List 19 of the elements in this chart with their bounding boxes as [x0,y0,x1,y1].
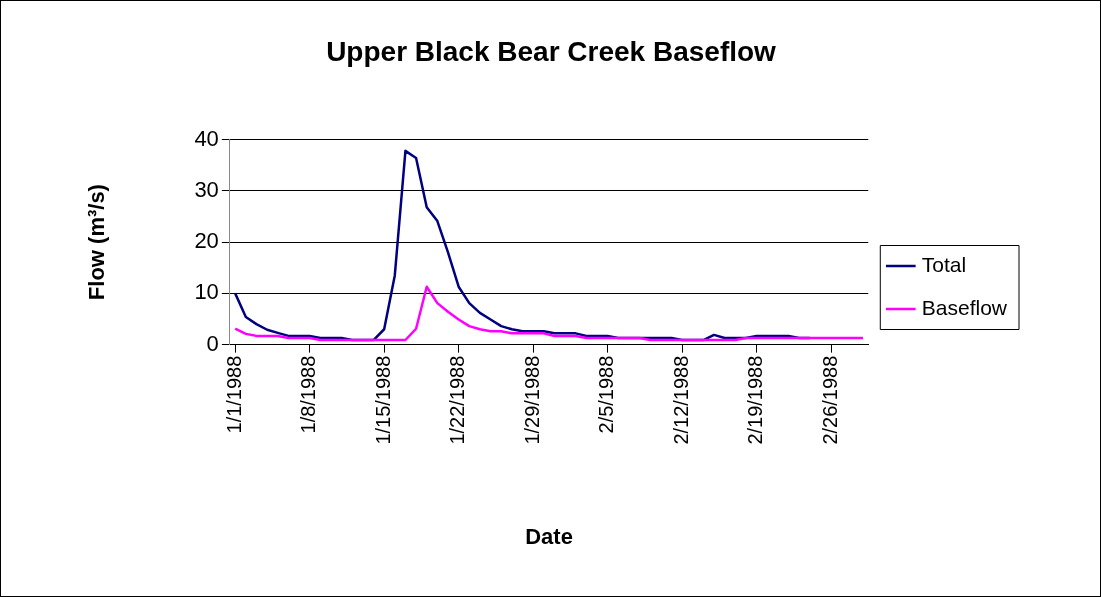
x-tick-label: 1/8/1988 [297,355,320,434]
chart-title: Upper Black Bear Creek Baseflow [326,35,777,67]
legend-label: Baseflow [921,295,1008,319]
x-tick-label: 2/26/1988 [818,355,841,445]
y-tick-label: 30 [194,176,219,202]
y-tick-label: 40 [194,125,219,151]
x-tick-label: 2/5/1988 [595,355,618,434]
x-tick-label: 1/22/1988 [446,355,469,445]
y-axis-title: Flow (m³/s) [84,184,110,301]
y-tick-label: 10 [194,279,219,305]
y-tick-label: 0 [206,330,219,356]
x-tick-label: 1/15/1988 [371,355,394,445]
x-tick-label: 2/19/1988 [744,355,767,445]
x-axis-title: Date [525,523,573,549]
y-tick-label: 20 [194,228,219,254]
x-tick-label: 2/12/1988 [669,355,692,445]
x-tick-label: 1/1/1988 [222,355,245,434]
legend-label: Total [921,252,967,276]
x-tick-label: 1/29/1988 [520,355,543,445]
